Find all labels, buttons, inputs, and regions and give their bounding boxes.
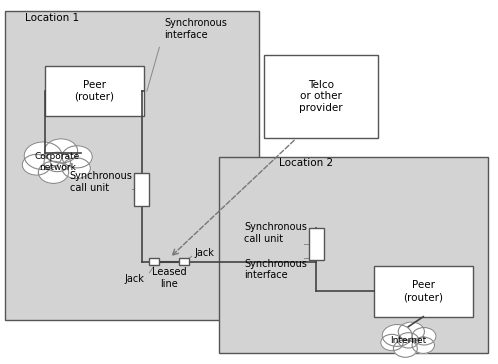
Text: Telco
or other
provider: Telco or other provider [299, 80, 343, 113]
FancyBboxPatch shape [5, 11, 259, 320]
Text: Peer
(router): Peer (router) [75, 80, 115, 102]
FancyBboxPatch shape [309, 228, 324, 260]
Circle shape [398, 333, 419, 348]
Circle shape [62, 146, 92, 168]
FancyBboxPatch shape [45, 66, 144, 116]
Text: Jack: Jack [194, 248, 214, 258]
FancyBboxPatch shape [219, 157, 488, 353]
Text: Peer
(router): Peer (router) [403, 280, 443, 302]
Circle shape [393, 340, 417, 357]
Circle shape [382, 325, 412, 347]
Text: Synchronous
call unit: Synchronous call unit [70, 171, 132, 193]
Text: Location 1: Location 1 [25, 13, 79, 23]
FancyBboxPatch shape [134, 173, 149, 206]
Circle shape [24, 142, 62, 170]
Circle shape [44, 152, 71, 172]
FancyBboxPatch shape [264, 55, 378, 138]
Text: Internet: Internet [390, 336, 426, 345]
Text: Synchronous
call unit: Synchronous call unit [244, 222, 307, 244]
Text: Leased
line: Leased line [152, 267, 187, 289]
Circle shape [412, 337, 434, 353]
FancyBboxPatch shape [374, 266, 473, 317]
Circle shape [380, 334, 403, 351]
Text: Synchronous
interface: Synchronous interface [164, 19, 227, 40]
Text: Jack: Jack [124, 274, 144, 284]
Text: Synchronous
interface: Synchronous interface [244, 258, 307, 280]
Text: Corporate
network: Corporate network [35, 152, 80, 172]
Circle shape [44, 139, 78, 163]
Circle shape [398, 322, 424, 341]
Circle shape [22, 154, 51, 175]
Circle shape [38, 161, 69, 183]
Circle shape [412, 328, 436, 345]
FancyBboxPatch shape [179, 258, 189, 265]
FancyBboxPatch shape [149, 258, 159, 265]
Text: Location 2: Location 2 [279, 158, 333, 168]
Circle shape [62, 158, 91, 179]
